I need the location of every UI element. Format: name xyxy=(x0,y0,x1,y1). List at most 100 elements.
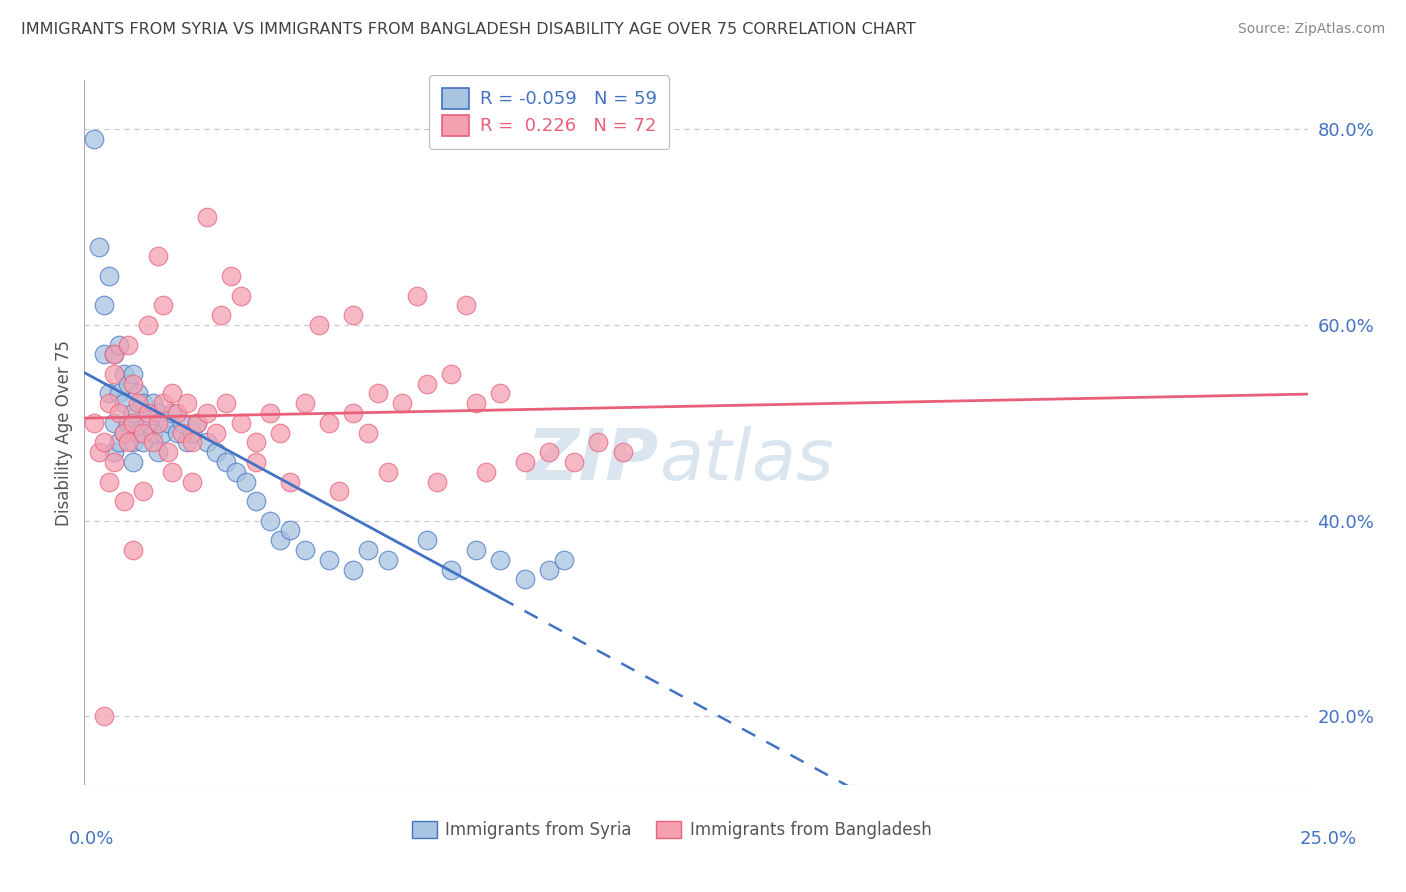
Point xyxy=(229,416,252,430)
Point xyxy=(132,435,155,450)
Point xyxy=(195,406,218,420)
Point xyxy=(142,396,165,410)
Point xyxy=(538,563,561,577)
Point xyxy=(132,396,155,410)
Point xyxy=(225,465,247,479)
Point xyxy=(464,543,486,558)
Point xyxy=(219,268,242,283)
Point xyxy=(195,211,218,225)
Point xyxy=(416,376,439,391)
Point xyxy=(97,475,120,489)
Point xyxy=(112,367,135,381)
Point xyxy=(166,406,188,420)
Point xyxy=(97,268,120,283)
Point xyxy=(162,406,184,420)
Point xyxy=(132,425,155,440)
Text: atlas: atlas xyxy=(659,426,834,495)
Point xyxy=(205,445,228,459)
Point xyxy=(553,553,575,567)
Point xyxy=(426,475,449,489)
Text: Source: ZipAtlas.com: Source: ZipAtlas.com xyxy=(1237,22,1385,37)
Point xyxy=(146,249,169,264)
Point xyxy=(146,406,169,420)
Point xyxy=(127,386,149,401)
Point xyxy=(357,543,380,558)
Point xyxy=(97,386,120,401)
Point xyxy=(112,425,135,440)
Point xyxy=(416,533,439,548)
Point xyxy=(117,416,139,430)
Point xyxy=(103,347,125,361)
Point xyxy=(245,494,267,508)
Point xyxy=(103,416,125,430)
Point xyxy=(156,445,179,459)
Point xyxy=(146,445,169,459)
Point xyxy=(245,435,267,450)
Point xyxy=(156,416,179,430)
Point xyxy=(162,465,184,479)
Point xyxy=(377,465,399,479)
Point xyxy=(117,435,139,450)
Point xyxy=(136,318,159,332)
Point xyxy=(357,425,380,440)
Point xyxy=(229,288,252,302)
Point xyxy=(136,416,159,430)
Point xyxy=(186,416,208,430)
Point xyxy=(117,376,139,391)
Point xyxy=(195,435,218,450)
Point xyxy=(107,435,129,450)
Text: IMMIGRANTS FROM SYRIA VS IMMIGRANTS FROM BANGLADESH DISABILITY AGE OVER 75 CORRE: IMMIGRANTS FROM SYRIA VS IMMIGRANTS FROM… xyxy=(21,22,915,37)
Point xyxy=(342,308,364,322)
Point xyxy=(259,406,281,420)
Point xyxy=(112,396,135,410)
Point xyxy=(103,455,125,469)
Point xyxy=(318,553,340,567)
Point xyxy=(342,406,364,420)
Point xyxy=(122,455,145,469)
Point xyxy=(205,425,228,440)
Point xyxy=(142,425,165,440)
Point xyxy=(93,298,115,312)
Point xyxy=(122,416,145,430)
Point xyxy=(367,386,389,401)
Text: 25.0%: 25.0% xyxy=(1301,830,1357,847)
Point xyxy=(112,425,135,440)
Point xyxy=(93,347,115,361)
Point xyxy=(513,455,536,469)
Point xyxy=(127,425,149,440)
Y-axis label: Disability Age Over 75: Disability Age Over 75 xyxy=(55,340,73,525)
Point xyxy=(215,455,238,469)
Point xyxy=(83,132,105,146)
Point xyxy=(112,494,135,508)
Point xyxy=(103,445,125,459)
Point xyxy=(162,386,184,401)
Point xyxy=(245,455,267,469)
Point xyxy=(391,396,413,410)
Point xyxy=(342,563,364,577)
Point xyxy=(172,425,194,440)
Point xyxy=(538,445,561,459)
Point xyxy=(132,484,155,499)
Point xyxy=(142,435,165,450)
Point xyxy=(127,396,149,410)
Point xyxy=(278,475,301,489)
Point xyxy=(136,406,159,420)
Point xyxy=(181,425,204,440)
Point xyxy=(269,533,291,548)
Point xyxy=(146,416,169,430)
Point xyxy=(308,318,330,332)
Point xyxy=(176,396,198,410)
Point xyxy=(377,553,399,567)
Point xyxy=(269,425,291,440)
Point xyxy=(93,709,115,723)
Point xyxy=(278,524,301,538)
Point xyxy=(181,435,204,450)
Point xyxy=(107,386,129,401)
Point xyxy=(107,337,129,351)
Text: 0.0%: 0.0% xyxy=(69,830,114,847)
Point xyxy=(489,386,512,401)
Point xyxy=(489,553,512,567)
Point xyxy=(97,396,120,410)
Point xyxy=(474,465,496,479)
Text: ZIP: ZIP xyxy=(527,426,659,495)
